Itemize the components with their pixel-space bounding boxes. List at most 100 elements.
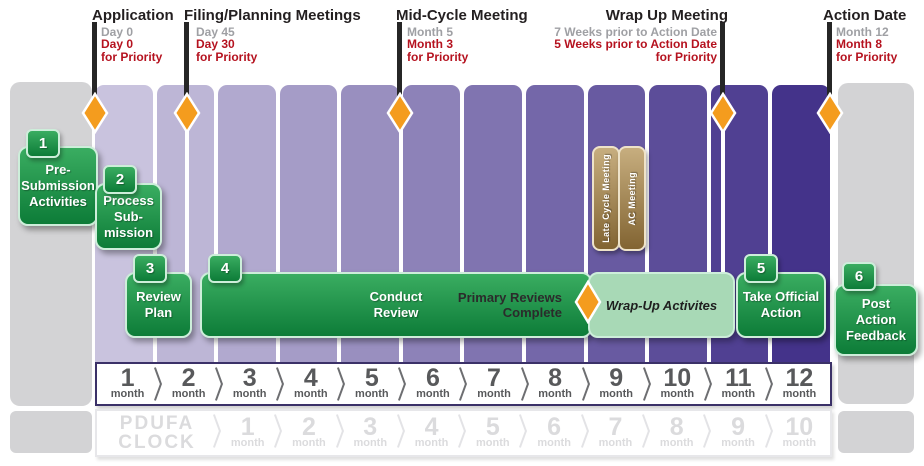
chevron-separator-icon (152, 367, 164, 401)
chevron-separator-icon (640, 414, 652, 448)
chevron-separator-icon (580, 367, 592, 401)
pdufa-clock-label: PDUFA CLOCK (118, 413, 196, 453)
midcycle-marker-line (397, 22, 402, 98)
chevron-separator-icon (579, 414, 591, 448)
clock-number: 6 (547, 413, 562, 441)
step-2-badge: 2 (103, 165, 137, 194)
step-3-badge: 3 (133, 254, 167, 283)
clock-cell: 7 month (585, 411, 646, 455)
month-cell: 3 month (219, 364, 280, 404)
month-number: 11 (725, 364, 752, 392)
chevron-separator-icon (701, 414, 713, 448)
clock-cell: 6 month (523, 411, 584, 455)
ac-meeting-label: AC Meeting (627, 171, 637, 226)
month-number: 5 (364, 364, 379, 392)
month-number: 1 (120, 364, 135, 392)
milestone-priority-application: Day 0 for Priority (101, 37, 163, 64)
month-label: month (232, 388, 267, 400)
filing-diamond-icon (173, 91, 201, 135)
ac-meeting-tab: AC Meeting (618, 146, 646, 251)
month-cell: 8 month (525, 364, 586, 404)
month-label: month (110, 388, 145, 400)
month-cell: 6 month (402, 364, 463, 404)
clock-label-month: month (353, 437, 388, 449)
month-label: month (355, 388, 389, 400)
filing-marker-line (184, 22, 189, 98)
month-number: 2 (181, 364, 196, 392)
chevron-separator-icon (274, 367, 286, 401)
month-cell: 2 month (158, 364, 219, 404)
chevron-separator-icon (763, 414, 775, 448)
chevron-separator-icon (641, 367, 653, 401)
midcycle-diamond-icon (386, 91, 414, 135)
clock-cell: 5 month (462, 411, 523, 455)
wrapup-diamond-icon (709, 91, 737, 135)
clock-number: 1 (240, 413, 255, 441)
clock-number: 7 (608, 413, 623, 441)
month-number: 4 (303, 364, 318, 392)
clock-cell: 3 month (340, 411, 401, 455)
actiondate-diamond-icon (816, 91, 844, 135)
late-cycle-meeting-tab: Late Cycle Meeting (592, 146, 620, 251)
clock-cell: 8 month (646, 411, 707, 455)
application-marker-line (92, 22, 97, 98)
actiondate-marker-line (827, 22, 832, 98)
step-conduct-review-bar: Conduct Review Primary Reviews Complete (200, 272, 592, 338)
month-label: month (171, 388, 206, 400)
clock-label-month: month (598, 437, 633, 449)
month-label: month (293, 388, 328, 400)
milestone-title-midcycle: Mid-Cycle Meeting (396, 7, 528, 24)
clock-number: 4 (424, 413, 439, 441)
chevron-separator-icon (335, 367, 347, 401)
clock-number: 2 (301, 413, 316, 441)
chevron-separator-icon (272, 414, 284, 448)
clock-cell: 1 month (217, 411, 278, 455)
pdufa-clock-row: PDUFA CLOCK 1 month 2 month 3 m (95, 409, 832, 457)
clock-number: 10 (785, 413, 814, 441)
step-4-badge: 4 (208, 254, 242, 283)
clock-cell: 10 month (769, 411, 830, 455)
step-process-submission: Process Sub- mission (95, 183, 162, 250)
clock-cell: 4 month (401, 411, 462, 455)
month-label: month (660, 388, 695, 400)
milestone-priority-midcycle: Month 3 for Priority (407, 37, 469, 64)
step-1-badge: 1 (26, 129, 60, 158)
step-pre-submission-activities: Pre- Submission Activities (18, 146, 98, 226)
chevron-separator-icon (211, 414, 223, 448)
month-cell: 1 month (97, 364, 158, 404)
chevron-separator-icon (517, 414, 529, 448)
milestone-standard-wrapup: 7 Weeks prior to Action Date (554, 25, 717, 39)
month-label: month (599, 388, 633, 400)
primary-reviews-complete-label: Primary Reviews Complete (457, 290, 562, 320)
wrapup-activities-bar: Wrap-Up Activites (588, 272, 735, 338)
clock-number: 9 (731, 413, 745, 441)
milestone-standard-application: Day 0 (101, 25, 134, 39)
late-cycle-meeting-label: Late Cycle Meeting (601, 154, 611, 243)
clock-label-month: month (230, 437, 265, 449)
clock-label-month: month (414, 437, 449, 449)
clock-label-month: month (659, 437, 694, 449)
milestone-title-actiondate: Action Date (823, 7, 907, 24)
month-number: 10 (663, 364, 692, 392)
milestone-priority-wrapup: 5 Weeks prior to Action Date for Priorit… (554, 37, 717, 64)
milestone-title-wrapup: Wrap Up Meeting (605, 7, 728, 24)
conduct-review-label: Conduct Review (369, 289, 423, 320)
month-label: month (721, 388, 756, 400)
month-label: month (477, 388, 511, 400)
milestone-priority-filing: Day 30 for Priority (196, 37, 258, 64)
month-cell: 7 month (463, 364, 524, 404)
clock-label-month: month (476, 437, 510, 449)
month-number: 12 (785, 364, 814, 392)
pdufa-clock-cells: 1 month 2 month 3 month 4 (217, 411, 830, 455)
month-number: 7 (487, 364, 501, 392)
chevron-separator-icon (702, 367, 714, 401)
month-number: 8 (548, 364, 563, 392)
month-number: 6 (425, 364, 440, 392)
step-6-badge: 6 (842, 262, 876, 291)
reviews-complete-diamond-icon (574, 279, 602, 325)
step-post-action-feedback: Post Action Feedback (834, 284, 918, 356)
chevron-separator-icon (519, 367, 531, 401)
month-cell: 5 month (341, 364, 402, 404)
step-review-plan: Review Plan (125, 272, 192, 338)
